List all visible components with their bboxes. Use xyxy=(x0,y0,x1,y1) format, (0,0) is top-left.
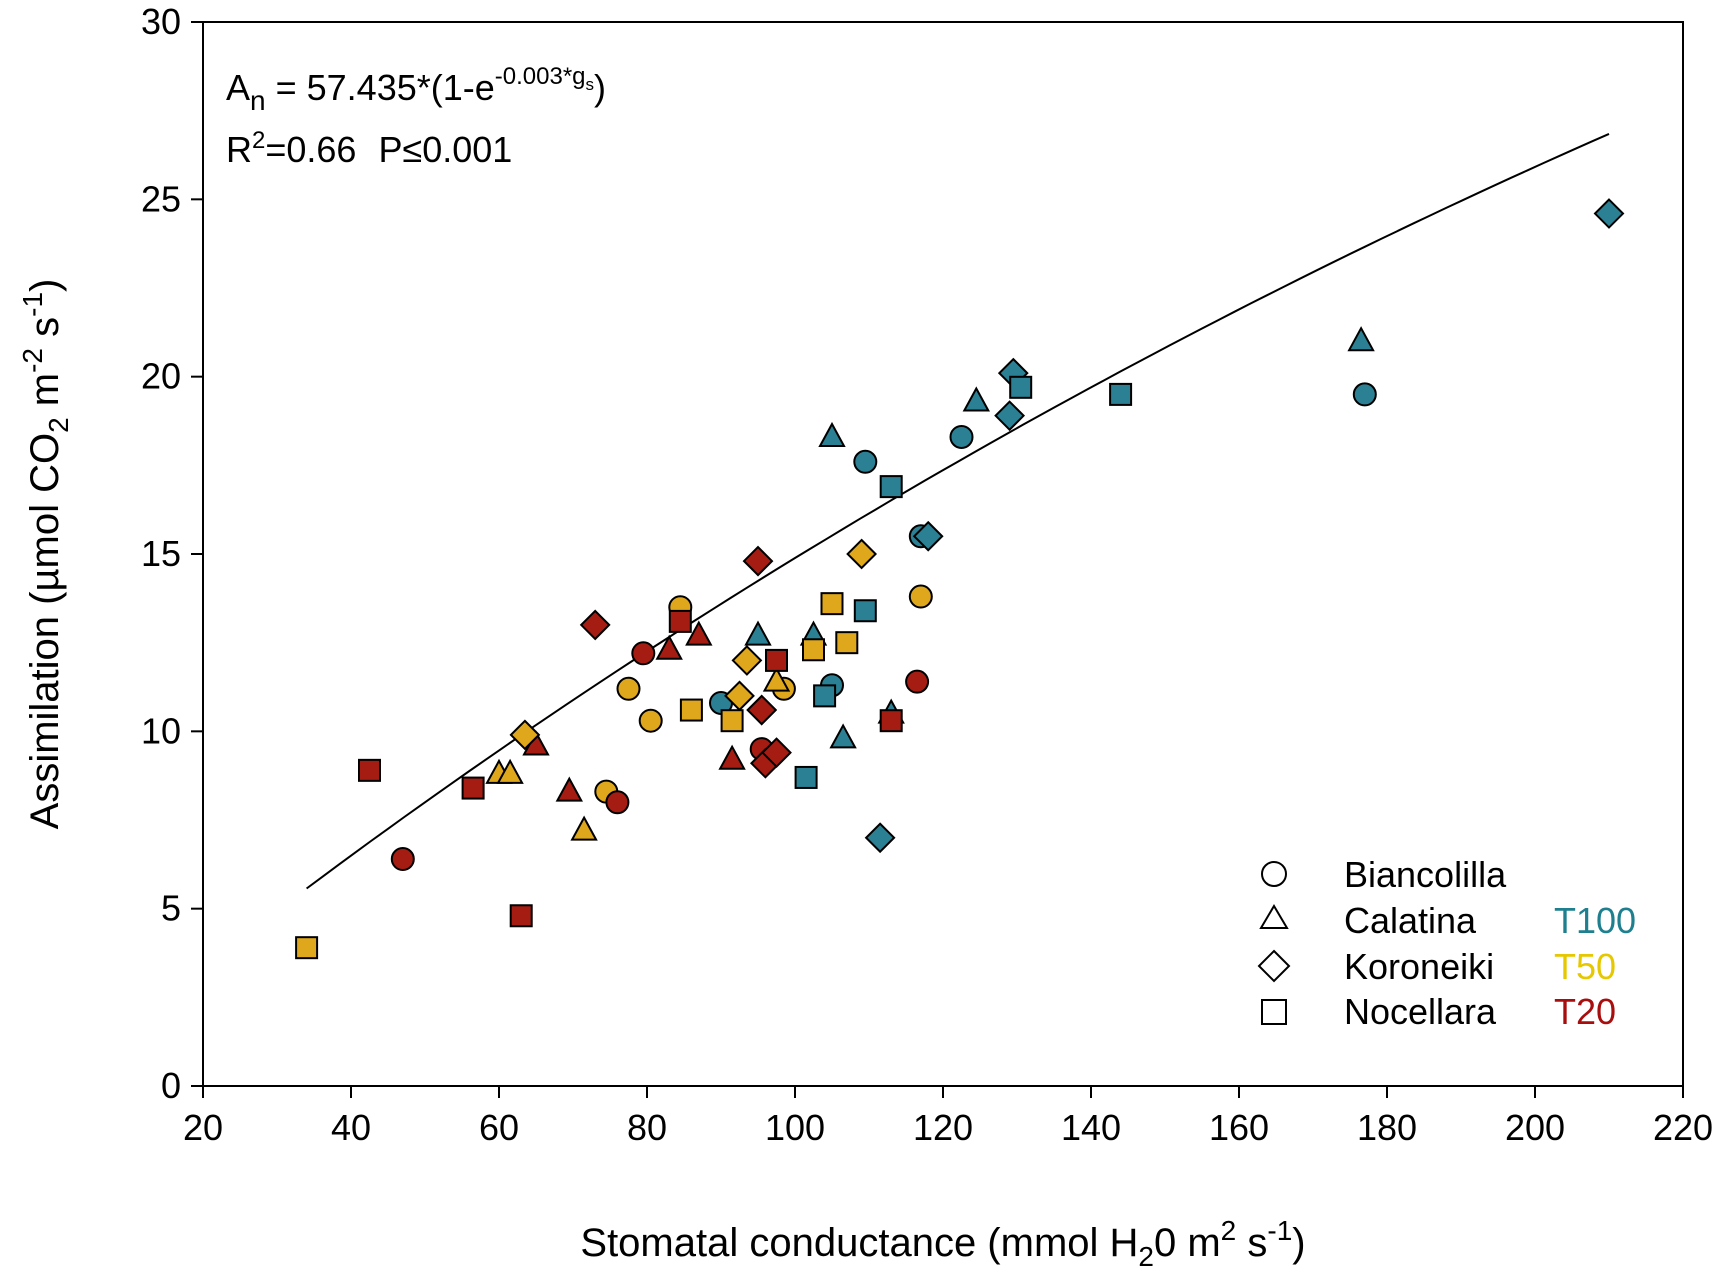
data-point-square xyxy=(879,709,903,733)
data-point-square xyxy=(461,776,485,800)
x-tick-label: 120 xyxy=(913,1107,973,1148)
data-point-diamond xyxy=(846,538,878,570)
data-point-square xyxy=(802,638,825,662)
data-point-square xyxy=(1009,375,1033,399)
x-tick-label: 200 xyxy=(1505,1107,1565,1148)
data-point-triangle xyxy=(1347,326,1375,352)
data-point-circle xyxy=(905,669,930,694)
data-point-triangle xyxy=(829,723,857,749)
data-point-diamond xyxy=(509,719,541,751)
data-point-circle xyxy=(853,449,878,474)
y-tick-label: 5 xyxy=(161,888,181,929)
legend-label-nocellara: Nocellara xyxy=(1344,991,1497,1032)
data-point-square xyxy=(509,904,533,928)
data-point-circle xyxy=(1352,382,1377,407)
data-point-diamond xyxy=(731,644,763,676)
x-axis-title: Stomatal conductance (mmol H20 m2 s-1) xyxy=(580,1215,1305,1272)
data-point-circle xyxy=(949,424,974,449)
data-point-diamond xyxy=(761,737,792,769)
data-point-triangle xyxy=(818,421,846,447)
legend-label-t20: T20 xyxy=(1554,991,1616,1032)
data-point-square xyxy=(668,609,692,633)
data-point-diamond xyxy=(746,694,778,726)
x-tick-label: 20 xyxy=(183,1107,223,1148)
data-point-triangle xyxy=(962,386,990,412)
data-point-square xyxy=(820,592,844,616)
data-point-circle xyxy=(908,584,933,609)
data-point-diamond xyxy=(912,520,944,552)
data-point-triangle xyxy=(555,776,583,802)
x-tick-label: 140 xyxy=(1061,1107,1121,1148)
axis-ticks xyxy=(191,21,1684,1098)
y-tick-label: 25 xyxy=(141,178,181,219)
equation-annotation: An = 57.435*(1-e-0.003*gs) xyxy=(226,63,606,116)
legend-label-t100: T100 xyxy=(1554,900,1636,941)
data-point-triangle xyxy=(570,815,598,841)
data-point-diamond xyxy=(1593,198,1625,229)
legend: Biancolilla Calatina T100 Koroneiki T50 … xyxy=(1257,854,1636,1032)
data-point-triangle xyxy=(685,620,713,646)
data-point-circle xyxy=(638,708,663,733)
data-point-square xyxy=(765,648,788,672)
x-tick-label: 180 xyxy=(1357,1107,1417,1148)
x-tick-label: 60 xyxy=(479,1107,519,1148)
y-tick-label: 15 xyxy=(141,533,181,574)
data-point-square xyxy=(813,684,837,708)
data-point-triangle xyxy=(744,620,772,646)
data-point-square xyxy=(879,475,903,499)
data-point-circle xyxy=(390,847,415,872)
data-point-triangle xyxy=(762,666,791,692)
data-point-circle xyxy=(605,790,630,815)
legend-label-koroneiki: Koroneiki xyxy=(1344,946,1494,987)
legend-label-calatina: Calatina xyxy=(1344,900,1477,941)
legend-square-icon xyxy=(1261,999,1287,1025)
data-point-square xyxy=(794,765,818,789)
data-point-circle xyxy=(631,641,656,666)
data-point-triangle xyxy=(718,744,746,770)
data-point-square xyxy=(679,698,703,722)
data-point-triangle xyxy=(655,634,683,660)
y-tick-label: 10 xyxy=(141,710,181,751)
y-axis-title: Assimilation (µmol CO2 m-2 s-1) xyxy=(17,279,74,830)
x-tick-label: 40 xyxy=(331,1107,371,1148)
y-tick-label: 0 xyxy=(161,1065,181,1106)
legend-circle-icon xyxy=(1261,861,1287,887)
x-tick-label: 220 xyxy=(1653,1107,1713,1148)
data-point-square xyxy=(295,936,319,960)
stats-annotation: R2=0.66 P≤0.001 xyxy=(226,127,512,170)
data-point-square xyxy=(853,599,877,623)
data-point-diamond xyxy=(742,545,774,577)
data-point-circle xyxy=(616,676,641,701)
data-point-diamond xyxy=(864,822,896,854)
data-point-diamond xyxy=(579,609,611,641)
data-point-square xyxy=(720,709,744,733)
data-point-diamond xyxy=(994,400,1026,432)
legend-diamond-icon xyxy=(1257,949,1291,983)
y-tick-label: 30 xyxy=(141,1,181,42)
data-point-triangle xyxy=(496,758,524,784)
x-tick-label: 100 xyxy=(765,1107,825,1148)
data-points xyxy=(295,198,1625,960)
x-tick-label: 80 xyxy=(627,1107,667,1148)
x-tick-label: 160 xyxy=(1209,1107,1269,1148)
data-point-square xyxy=(358,758,381,782)
legend-label-t50: T50 xyxy=(1554,946,1616,987)
axis-tick-labels: 20 40 60 80 100 120 140 160 180 200 220 0 5 10 15 20 25 3… xyxy=(141,1,1713,1148)
data-point-square xyxy=(835,631,859,655)
legend-label-biancolilla: Biancolilla xyxy=(1344,854,1507,895)
legend-triangle-icon xyxy=(1259,904,1289,929)
data-point-square xyxy=(1109,382,1133,406)
y-tick-label: 20 xyxy=(141,356,181,397)
